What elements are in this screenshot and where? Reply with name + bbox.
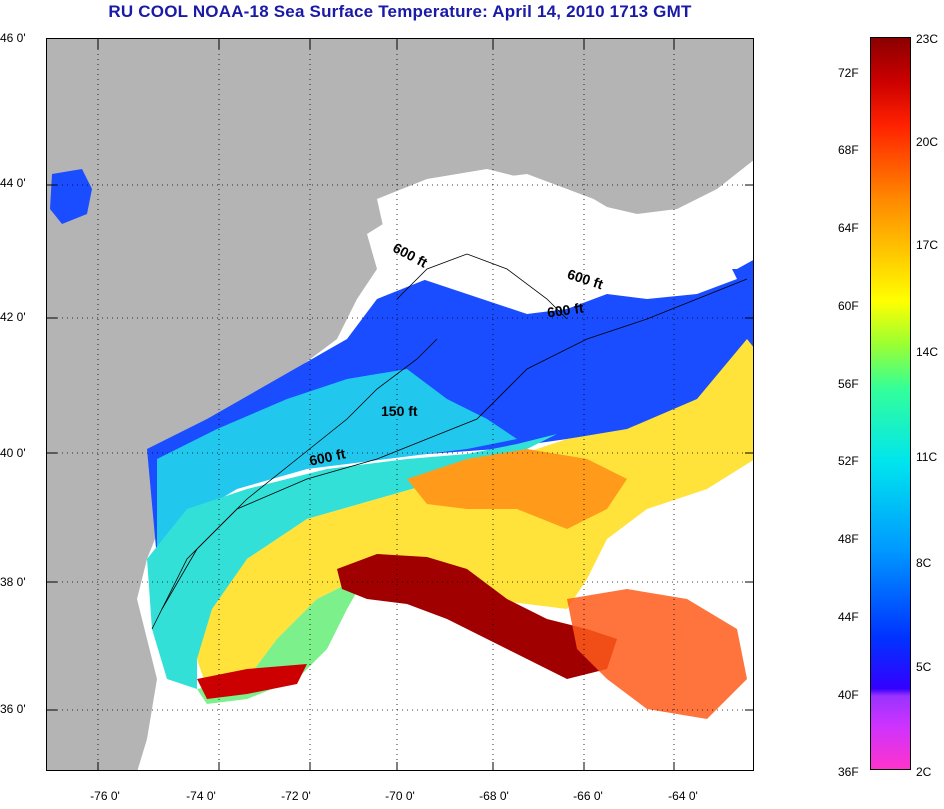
lat-label-38: 38 0' [0,575,26,589]
sst-gulf-stream-south [197,664,307,699]
lon-label-74: -74 0' [186,789,216,803]
lat-label-40: 40 0' [0,446,26,460]
lat-label-46: 46 0' [0,31,26,45]
lon-label-64: -64 0' [668,789,698,803]
isobath-600ft-inner [396,253,568,320]
lat-label-42: 42 0' [0,310,26,324]
colorbar-label-11c: 11C [916,450,938,464]
land-mass-east [577,70,753,214]
sst-cool-shelf [157,369,517,559]
colorbar-label-72f: 72F [838,66,859,80]
sst-western-lake [50,169,92,224]
sst-offshore-warm [567,589,747,719]
colorbar-label-2c: 2C [916,765,932,779]
sst-slope-green [197,574,367,704]
colorbar-label-60f: 60F [838,299,859,313]
sst-warm-core [407,449,627,529]
axis-ticks [47,39,753,770]
colorbar-label-56f: 56F [838,377,859,391]
graticule [47,39,753,770]
colorbar-label-68f: 68F [838,143,859,157]
lon-label-68: -68 0' [479,789,509,803]
colorbar-label-40f: 40F [838,688,859,702]
colorbar-label-17c: 17C [916,238,939,252]
sst-map: 600 ft 600 ft 600 ft 150 ft 600 ft [46,38,754,771]
lon-label-70: -70 0' [385,789,415,803]
sst-gulf-stream-core [337,554,617,679]
lon-label-72: -72 0' [281,789,311,803]
lat-label-44: 44 0' [0,176,26,190]
colorbar-label-52f: 52F [838,454,859,468]
colorbar-label-48f: 48F [838,532,859,546]
contour-label-150ft: 150 ft [381,403,418,419]
land-mass [47,39,753,770]
sst-shelf-slope [147,434,557,689]
colorbar-label-64f: 64F [838,221,859,235]
land-mass-north [467,69,587,109]
sst-gulf-stream-edge [197,339,753,689]
colorbar-label-36f: 36F [838,765,859,779]
colorbar-label-44f: 44F [838,610,859,624]
cloud-northeast [377,169,737,314]
colorbar-label-20c: 20C [916,135,939,149]
isobath-150ft [161,338,438,610]
colorbar-label-5c: 5C [916,660,932,674]
lon-label-66: -66 0' [573,789,603,803]
colorbar-label-8c: 8C [916,556,932,570]
colorbar-label-14c: 14C [916,345,939,359]
map-title: RU COOL NOAA-18 Sea Surface Temperature:… [108,2,692,21]
lon-label-76: -76 0' [90,789,120,803]
temperature-colorbar [870,37,911,770]
lat-label-36: 36 0' [0,702,26,716]
colorbar-label-23c: 23C [916,32,939,46]
sst-map-canvas [47,39,753,770]
